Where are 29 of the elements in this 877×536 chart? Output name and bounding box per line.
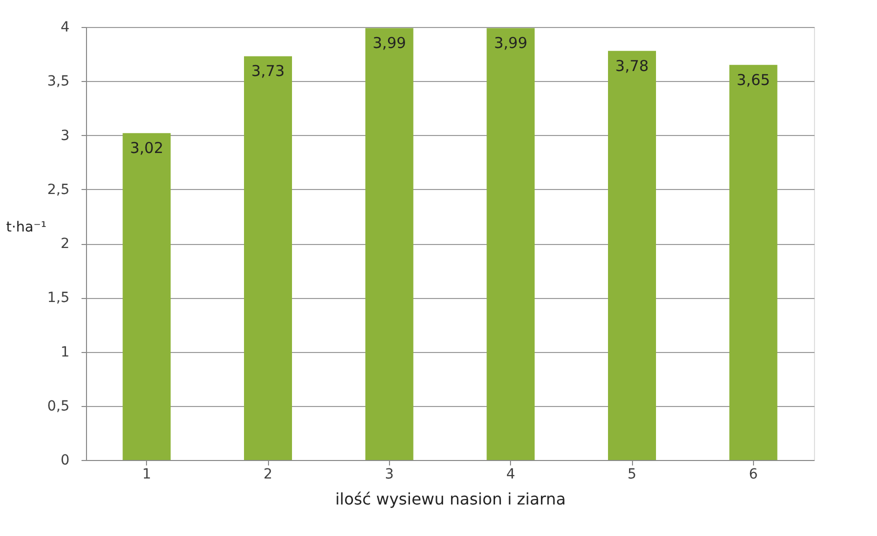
data-label: 3,99 [372, 34, 406, 52]
x-tick-label: 5 [628, 466, 636, 482]
bar [122, 133, 171, 460]
bar [486, 28, 535, 460]
x-tick-label: 3 [384, 466, 394, 482]
data-label: 3,65 [736, 70, 770, 89]
x-tick-label: 1 [142, 466, 152, 482]
data-label: 3,78 [615, 56, 649, 75]
y-tick-label: 4 [60, 20, 70, 36]
bar [729, 64, 778, 460]
x-tick-label: 4 [506, 466, 516, 482]
y-tick-label: 3 [60, 128, 70, 144]
x-axis-title: ilość wysiewu nasion i ziarna [335, 490, 566, 508]
x-tick-label: 2 [264, 466, 272, 482]
y-tick-label: 0,5 [47, 398, 70, 414]
data-label: 3,99 [494, 34, 528, 52]
bar [365, 28, 414, 460]
x-tick-label: 6 [748, 466, 758, 482]
y-tick-label: 3,5 [47, 74, 70, 90]
y-tick-label: 2 [60, 236, 70, 252]
bar [608, 50, 656, 460]
y-tick-label: 0 [60, 452, 70, 468]
y-tick-label: 1 [60, 344, 70, 360]
data-label: 3,73 [251, 62, 285, 80]
bar [244, 56, 292, 460]
y-tick-label: 1,5 [47, 290, 70, 306]
y-axis-title: t·ha⁻¹ [6, 220, 46, 236]
data-label: 3,02 [130, 139, 164, 158]
y-tick-label: 2,5 [47, 182, 70, 198]
